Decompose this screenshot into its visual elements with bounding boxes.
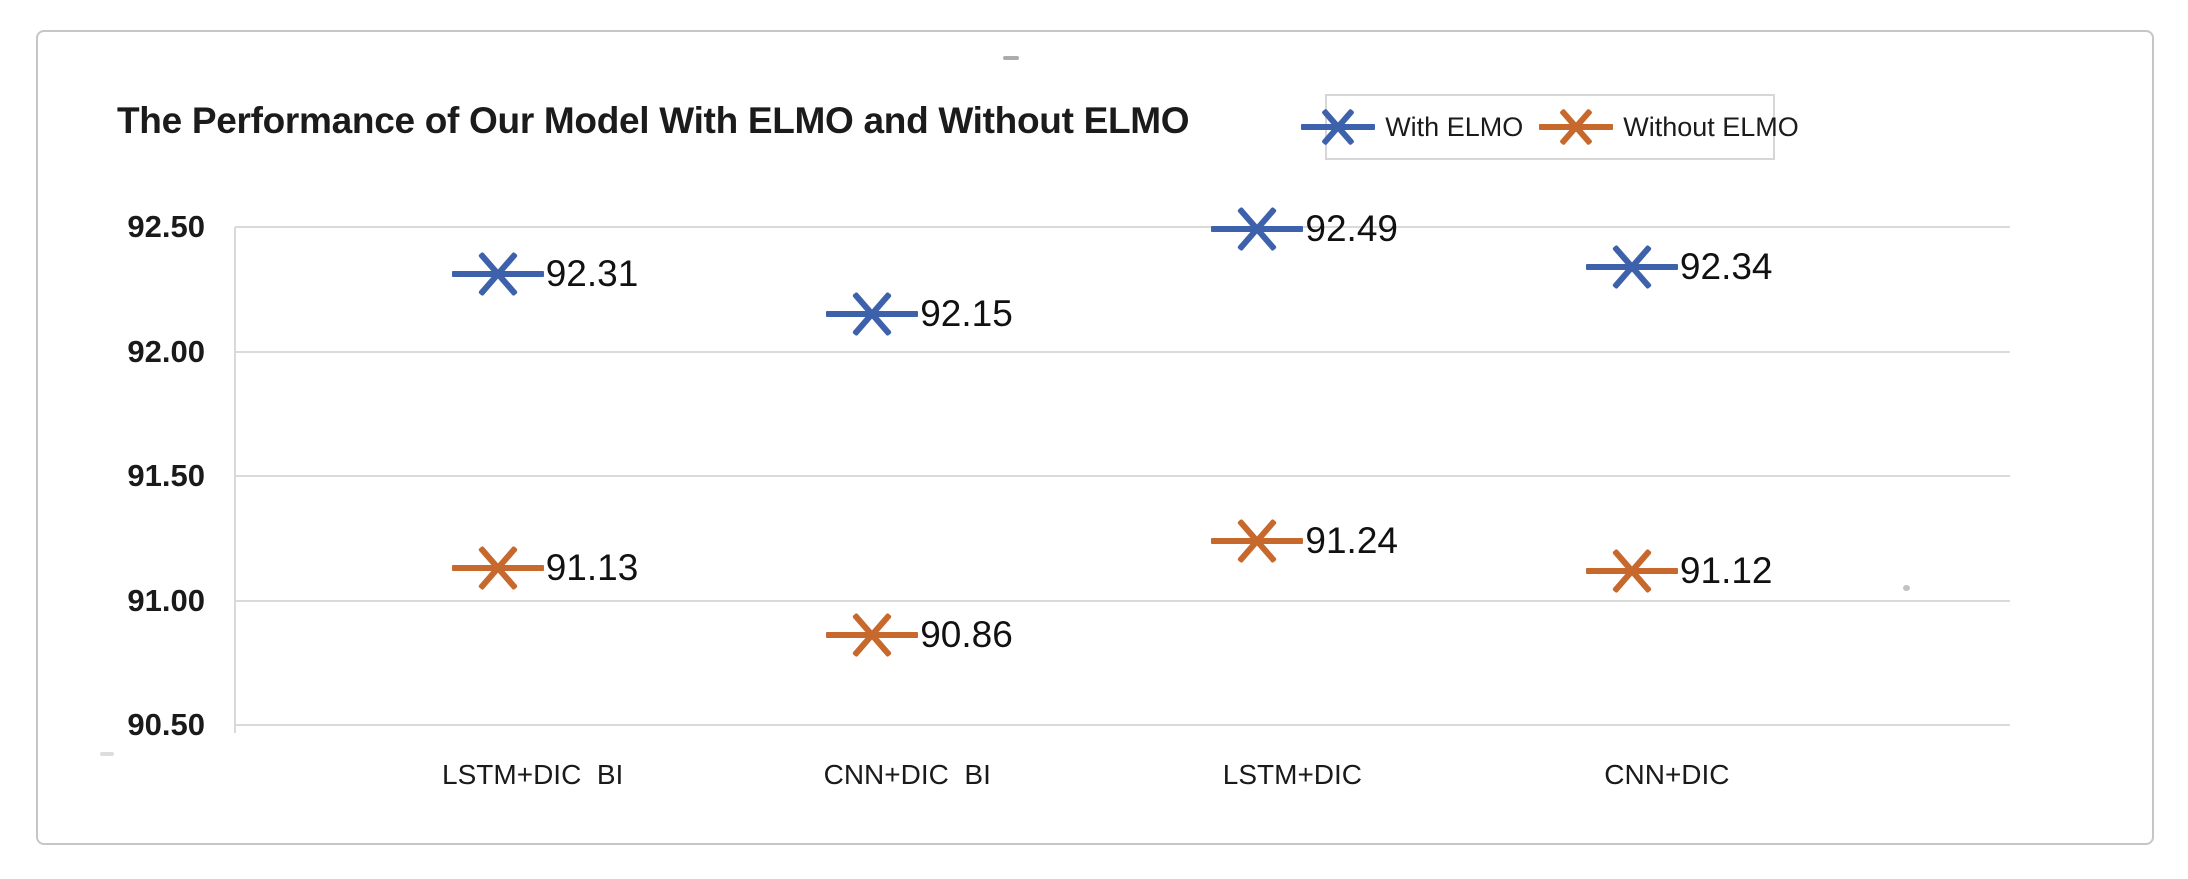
x-axis-category-label: CNN+DIC BI xyxy=(823,759,991,790)
y-axis-tick-label: 92.00 xyxy=(127,333,205,369)
x-axis-category-label: LSTM+DIC xyxy=(1222,759,1363,790)
chart-legend: With ELMO Without ELMO xyxy=(1301,94,1799,160)
data-point-value-label: 92.34 xyxy=(1679,245,1773,287)
legend-marker-icon xyxy=(1539,105,1614,149)
gridline xyxy=(235,475,2010,477)
x-axis-category-label: CNN+DIC xyxy=(1604,759,1730,790)
y-axis-line xyxy=(234,227,236,733)
gridline xyxy=(235,599,2010,602)
data-point-value-label: 92.15 xyxy=(920,293,1013,335)
y-axis-tick-label: 91.50 xyxy=(127,458,205,493)
legend-marker-icon xyxy=(1301,105,1376,149)
data-point-value-label: 92.49 xyxy=(1305,208,1398,250)
image-artifact-dot xyxy=(1903,585,1910,591)
legend-item-label: With ELMO xyxy=(1385,111,1524,142)
data-point-value-label: 92.31 xyxy=(545,253,639,295)
image-artifact-dash xyxy=(1003,56,1019,60)
data-point-value-label: 91.13 xyxy=(545,547,639,589)
y-axis-tick-label: 90.50 xyxy=(127,707,205,742)
y-axis-tick-label: 92.50 xyxy=(127,209,205,244)
data-point-value-label: 91.12 xyxy=(1679,549,1773,591)
legend-item-with-elmo: With ELMO xyxy=(1301,105,1523,149)
chart-frame xyxy=(36,30,2154,845)
data-point-value-label: 91.24 xyxy=(1305,519,1398,561)
image-artifact-smudge xyxy=(100,752,114,756)
y-axis-tick-label: 91.00 xyxy=(127,582,205,618)
gridline xyxy=(235,226,2010,228)
x-axis-category-label: LSTM+DIC BI xyxy=(442,759,624,790)
chart-title: The Performance of Our Model With ELMO a… xyxy=(117,100,1190,141)
data-point-value-label: 90.86 xyxy=(920,614,1013,656)
legend-item-without-elmo: Without ELMO xyxy=(1539,105,1799,149)
gridline xyxy=(235,724,2010,726)
legend-item-label: Without ELMO xyxy=(1623,111,1799,142)
gridline xyxy=(235,350,2010,353)
